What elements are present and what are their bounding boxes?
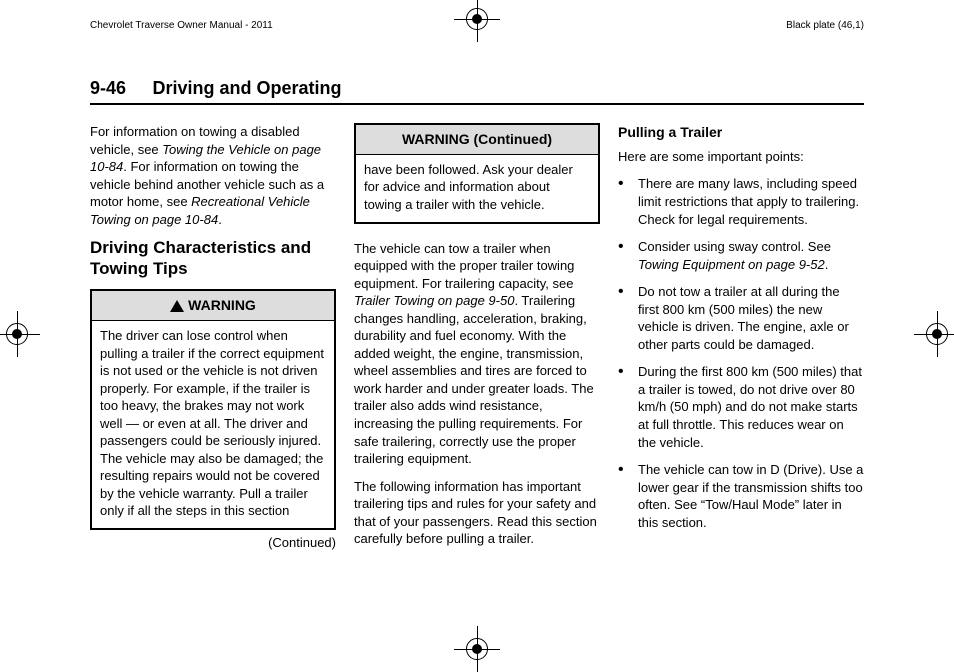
warning-icon — [170, 300, 184, 312]
bullet-icon: • — [618, 175, 638, 228]
text: . Trailering changes handling, accelerat… — [354, 293, 594, 466]
warning-body: have been followed. Ask your dealer for … — [356, 155, 598, 222]
doc-title-left: Chevrolet Traverse Owner Manual - 2011 — [90, 20, 273, 31]
page-title: Driving and Operating — [152, 78, 341, 98]
list-text: The vehicle can tow in D (Drive). Use a … — [638, 461, 864, 531]
list-item: •Do not tow a trailer at all during the … — [618, 283, 864, 353]
xref-towing-equipment: Towing Equipment on page 9-52 — [638, 257, 825, 272]
warning-box: WARNING The driver can lose control when… — [90, 289, 336, 530]
page-header: 9-46 Driving and Operating — [90, 78, 864, 105]
section-heading: Driving Characteristics and Towing Tips — [90, 238, 336, 279]
bullet-icon: • — [618, 283, 638, 353]
list-text: Consider using sway control. See Towing … — [638, 238, 864, 273]
warning-title: WARNING — [92, 291, 334, 321]
list-text: Do not tow a trailer at all during the f… — [638, 283, 864, 353]
warning-box-continued: WARNING (Continued) have been followed. … — [354, 123, 600, 224]
list-item: •During the first 800 km (500 miles) tha… — [618, 363, 864, 451]
bullet-list: •There are many laws, including speed li… — [618, 175, 864, 531]
warning-title: WARNING (Continued) — [356, 125, 598, 155]
bullet-icon: • — [618, 363, 638, 451]
intro-line: Here are some important points: — [618, 148, 864, 166]
list-item: •The vehicle can tow in D (Drive). Use a… — [618, 461, 864, 531]
list-text: There are many laws, including speed lim… — [638, 175, 864, 228]
xref-trailer-towing: Trailer Towing on page 9-50 — [354, 293, 514, 308]
page-number: 9-46 — [90, 78, 126, 98]
text: The vehicle can tow a trailer when equip… — [354, 241, 574, 291]
subsection-heading: Pulling a Trailer — [618, 123, 864, 142]
column-3: Pulling a Trailer Here are some importan… — [618, 123, 864, 562]
paragraph: The following information has important … — [354, 478, 600, 548]
text: Consider using sway control. See — [638, 239, 831, 254]
continued-label: (Continued) — [90, 534, 336, 552]
warning-body: The driver can lose control when pulling… — [92, 321, 334, 528]
text: . — [218, 212, 222, 227]
column-1: For information on towing a disabled veh… — [90, 123, 336, 562]
list-text: During the first 800 km (500 miles) that… — [638, 363, 864, 451]
bullet-icon: • — [618, 461, 638, 531]
text: . — [825, 257, 829, 272]
list-item: •Consider using sway control. See Towing… — [618, 238, 864, 273]
bullet-icon: • — [618, 238, 638, 273]
column-2: WARNING (Continued) have been followed. … — [354, 123, 600, 562]
doc-title-right: Black plate (46,1) — [786, 20, 864, 31]
list-item: •There are many laws, including speed li… — [618, 175, 864, 228]
intro-paragraph: For information on towing a disabled veh… — [90, 123, 336, 228]
warning-label: WARNING — [188, 296, 256, 315]
paragraph: The vehicle can tow a trailer when equip… — [354, 240, 600, 468]
warning-label: WARNING (Continued) — [402, 130, 552, 149]
